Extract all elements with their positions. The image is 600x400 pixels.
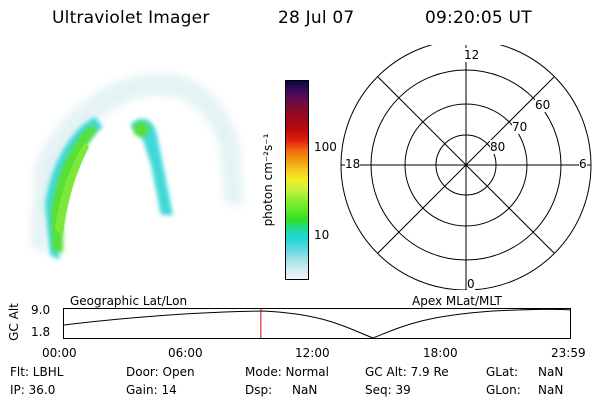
dsp-value: NaN [292, 383, 318, 397]
glat-label: GLat: [486, 365, 519, 379]
gain-label: Gain: 14 [126, 383, 177, 397]
instrument-title: Ultraviolet Imager [52, 8, 210, 28]
polar-plot [340, 45, 592, 290]
glat-value: NaN [538, 365, 564, 379]
altitude-curve [63, 308, 571, 339]
timeline-ylabel: GC Alt [7, 303, 21, 341]
time-label: 09:20:05 UT [425, 8, 532, 28]
mlt-label-6: 6 [579, 157, 587, 171]
colorbar-unit-label: photon cm⁻²s⁻¹ [261, 133, 275, 227]
flt-label: Flt: LBHL [10, 365, 64, 379]
mode-label: Mode: Normal [245, 365, 329, 379]
auroral-halo [30, 72, 243, 255]
colorbar [285, 80, 309, 280]
timeline-plot [63, 308, 571, 339]
timeline-xtick-1800: 18:00 [423, 346, 458, 360]
lat-label-80: 80 [490, 140, 506, 154]
dsp-label: Dsp: [245, 383, 273, 397]
mlt-label-18: 18 [345, 157, 361, 171]
auroral-image [30, 72, 243, 260]
timeline-xtick-0000: 00:00 [42, 346, 77, 360]
door-label: Door: Open [126, 365, 195, 379]
mlt-label-0: 0 [467, 277, 475, 291]
polar-line-diag-2 [377, 76, 555, 254]
date-label: 28 Jul 07 [278, 8, 355, 28]
mlt-label-12: 12 [463, 48, 481, 62]
timeline-ytick-bottom: 1.8 [31, 325, 51, 339]
seq-label: Seq: 39 [365, 383, 411, 397]
lat-label-60: 60 [535, 98, 551, 112]
timeline-ytick-top: 9.0 [31, 303, 51, 317]
timeline-xtick-0600: 06:00 [168, 346, 203, 360]
colorbar-tick-100: 100 [314, 140, 337, 154]
glon-label: GLon: [486, 383, 521, 397]
colorbar-tick-10: 10 [314, 228, 330, 242]
lat-label-70: 70 [512, 120, 528, 134]
glon-value: NaN [538, 383, 564, 397]
timeline-xtick-2359: 23:59 [551, 346, 586, 360]
auroral-arc-core [55, 143, 89, 235]
ip-label: IP: 36.0 [10, 383, 56, 397]
timeline-right-label: Apex MLat/MLT [412, 294, 502, 308]
gc-alt-label: GC Alt: 7.9 Re [365, 365, 449, 379]
timeline-left-label: Geographic Lat/Lon [70, 294, 188, 308]
timeline-xtick-1200: 12:00 [295, 346, 330, 360]
